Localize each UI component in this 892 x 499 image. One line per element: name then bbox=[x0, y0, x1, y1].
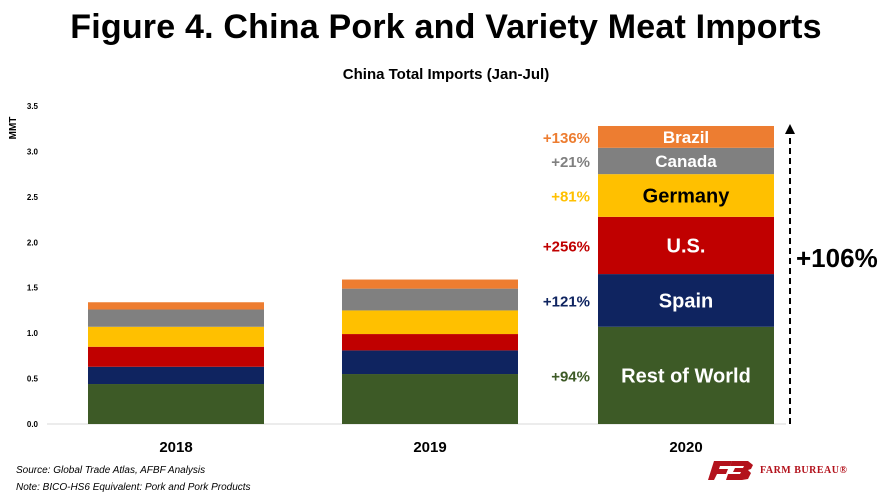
change-label: +256% bbox=[543, 238, 590, 255]
bar-segment bbox=[342, 288, 518, 311]
change-label: +94% bbox=[551, 368, 590, 385]
data-note: Note: BICO-HS6 Equivalent: Pork and Pork… bbox=[16, 482, 251, 493]
series-label: U.S. bbox=[667, 236, 706, 258]
x-tick-label: 2019 bbox=[413, 439, 446, 456]
y-axis-label: MMT bbox=[8, 117, 19, 140]
bar-segment bbox=[88, 346, 264, 367]
farm-bureau-logo: FARM BUREAU® bbox=[708, 459, 847, 481]
farm-bureau-logo-icon bbox=[708, 459, 754, 481]
total-change-label: +106% bbox=[796, 243, 878, 273]
change-label: +121% bbox=[543, 293, 590, 310]
farm-bureau-logo-text: FARM BUREAU® bbox=[760, 464, 848, 476]
x-tick-label: 2018 bbox=[159, 439, 192, 456]
bar-segment bbox=[598, 174, 774, 217]
series-label: Spain bbox=[659, 291, 713, 313]
x-tick-label: 2020 bbox=[669, 439, 702, 456]
change-label: +81% bbox=[551, 188, 590, 205]
bar-segment bbox=[88, 309, 264, 327]
figure-title: Figure 4. China Pork and Variety Meat Im… bbox=[70, 8, 822, 46]
bar-segment bbox=[342, 310, 518, 335]
bar-segment bbox=[598, 125, 774, 148]
bar-segment bbox=[342, 374, 518, 424]
bar-segment bbox=[342, 279, 518, 289]
y-tick-label: 1.0 bbox=[27, 329, 39, 338]
bar-segment bbox=[88, 302, 264, 310]
series-label: Germany bbox=[643, 186, 731, 208]
bar-segment bbox=[342, 334, 518, 351]
bar-segment bbox=[598, 274, 774, 327]
series-label: Brazil bbox=[663, 128, 709, 147]
series-label: Canada bbox=[655, 152, 717, 171]
series-label: Rest of World bbox=[621, 366, 751, 388]
bar-segment bbox=[88, 326, 264, 347]
total-change-arrowhead bbox=[785, 123, 795, 134]
y-tick-label: 2.5 bbox=[27, 193, 39, 202]
change-label: +21% bbox=[551, 154, 590, 171]
y-tick-label: 0.0 bbox=[27, 420, 39, 429]
y-tick-label: 3.5 bbox=[27, 102, 39, 111]
chart-subtitle: China Total Imports (Jan-Jul) bbox=[342, 66, 550, 83]
change-label: +136% bbox=[543, 130, 590, 147]
bar-segment bbox=[342, 350, 518, 375]
y-tick-label: 3.0 bbox=[27, 147, 39, 156]
y-tick-label: 0.5 bbox=[27, 375, 39, 384]
y-tick-label: 2.0 bbox=[27, 238, 39, 247]
bar-segment bbox=[598, 147, 774, 175]
y-tick-label: 1.5 bbox=[27, 284, 39, 293]
bar-segment bbox=[88, 366, 264, 385]
bar-segment bbox=[598, 216, 774, 275]
bar-segment bbox=[598, 326, 774, 424]
bar-segment bbox=[88, 384, 264, 424]
source-note: Source: Global Trade Atlas, AFBF Analysi… bbox=[16, 465, 206, 476]
